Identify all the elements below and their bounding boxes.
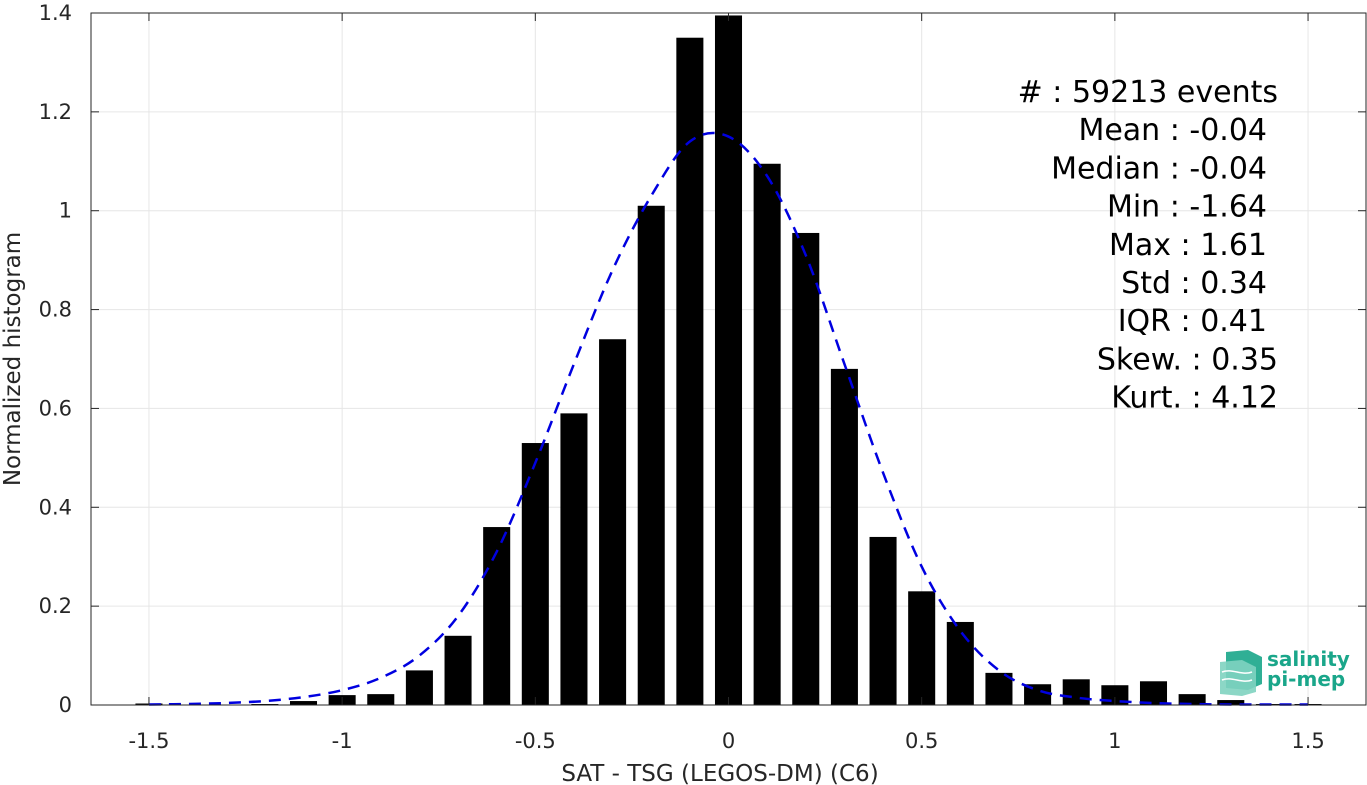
stat-line: Median : -0.04: [1051, 151, 1267, 186]
histogram-bar: [367, 694, 395, 705]
y-tick-label: 0.4: [39, 495, 72, 519]
histogram-bar: [1178, 694, 1206, 705]
salinity-pi-mep-logo: salinity pi-mep: [1220, 647, 1350, 696]
histogram-bar: [830, 368, 858, 705]
stat-line: Min : -1.64: [1107, 190, 1267, 225]
stat-line: Max : 1.61: [1109, 228, 1267, 263]
histogram-bar: [521, 443, 549, 705]
axis-ticks: -1.5 -1 -0.5 0 0.5 1 1.5 0 0.2 0.4 0.6 0.8 1 1.2 1.4: [39, 1, 1366, 753]
y-tick-label: 1.4: [39, 1, 72, 25]
histogram-bar: [289, 701, 318, 705]
histogram-bar: [405, 670, 433, 705]
histogram-bar: [637, 205, 665, 705]
stat-line: Std : 0.34: [1121, 266, 1267, 301]
histogram-bar: [908, 591, 936, 705]
histogram-bars: [135, 15, 1322, 706]
y-tick-label: 0.2: [39, 594, 72, 618]
stat-line: Mean : -0.04: [1078, 113, 1267, 148]
y-tick-label: 1: [59, 199, 72, 223]
x-tick-label: 1: [1108, 729, 1121, 753]
histogram-bar: [869, 536, 897, 705]
histogram-bar: [714, 15, 743, 705]
histogram-bar: [985, 672, 1013, 705]
histogram-bar: [753, 163, 781, 705]
y-tick-label: 1.2: [39, 100, 72, 124]
histogram-bar: [599, 339, 627, 705]
stat-line: Skew. : 0.35: [1097, 342, 1278, 377]
histogram-bar: [444, 635, 472, 705]
stat-line: # : 59213 events: [1018, 75, 1278, 110]
x-tick-label: 0.5: [905, 729, 938, 753]
x-tick-label: 1.5: [1291, 729, 1324, 753]
histogram-bar: [1217, 700, 1245, 705]
x-tick-label: -0.5: [515, 729, 556, 753]
histogram-bar: [676, 37, 704, 705]
y-tick-label: 0.6: [39, 396, 72, 420]
logo-line-1: salinity: [1267, 647, 1350, 671]
logo-line-2: pi-mep: [1267, 667, 1345, 691]
y-axis-label: Normalized histogram: [0, 232, 26, 486]
y-tick-label: 0: [59, 693, 72, 717]
gaussian-fit-curve: [148, 131, 1309, 706]
histogram-bar: [1024, 684, 1052, 705]
x-tick-label: 0: [722, 729, 735, 753]
histogram-bar: [560, 413, 588, 705]
histogram-bar: [483, 527, 511, 705]
x-tick-label: -1.5: [128, 729, 169, 753]
histogram-bar: [1139, 681, 1168, 705]
stat-line: IQR : 0.41: [1118, 304, 1267, 339]
logo-icon: [1220, 650, 1262, 696]
y-tick-label: 0.8: [39, 298, 72, 322]
histogram-bar: [1062, 679, 1090, 705]
stat-line: Kurt. : 4.12: [1111, 381, 1278, 416]
x-axis-label: SAT - TSG (LEGOS-DM) (C6): [561, 761, 878, 785]
histogram-bar: [946, 621, 974, 705]
x-tick-label: -1: [332, 729, 353, 753]
histogram-bar: [792, 232, 820, 705]
